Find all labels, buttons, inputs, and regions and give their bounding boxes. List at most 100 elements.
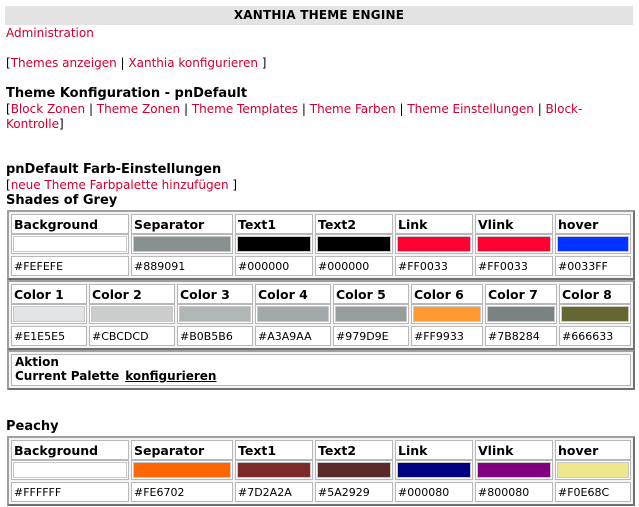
color-fill (477, 462, 551, 478)
color-swatch-separator (131, 460, 233, 480)
color-label-text2: Text2 (315, 440, 393, 460)
color-swatch-color-7 (485, 304, 557, 324)
color-swatch-background (11, 234, 129, 254)
color-hex-color-4: #A3A9AA (255, 326, 331, 346)
palette-grey-actions: Aktion Current Palette konfigurieren (7, 350, 635, 390)
color-fill (477, 236, 551, 252)
current-palette-label: Current Palette (15, 369, 120, 383)
block-kontrolle-link[interactable]: Block- (545, 102, 583, 116)
color-hex-separator: #FE6702 (131, 482, 233, 502)
color-fill (397, 462, 471, 478)
color-fill (561, 306, 629, 322)
color-label-hover: hover (555, 440, 631, 460)
color-hex-color-1: #E1E5E5 (11, 326, 87, 346)
administration-link[interactable]: Administration (6, 26, 94, 40)
xanthia-konfigurieren-link[interactable]: Xanthia konfigurieren (128, 56, 258, 70)
color-label-color-7: Color 7 (485, 284, 557, 304)
color-swatch-color-3 (177, 304, 253, 324)
theme-config-nav: [Block Zonen | Theme Zonen | Theme Templ… (6, 102, 583, 116)
theme-farben-link[interactable]: Theme Farben (309, 102, 396, 116)
color-label-background: Background (11, 440, 129, 460)
configure-palette-link[interactable]: konfigurieren (125, 369, 217, 383)
add-palette-nav: [neue Theme Farbpalette hinzufügen ] (6, 178, 238, 192)
color-swatch-color-6 (411, 304, 483, 324)
color-hex-color-6: #FF9933 (411, 326, 483, 346)
color-label-separator: Separator (131, 214, 233, 234)
color-swatch-hover (555, 234, 631, 254)
color-hex-vlink: #FF0033 (475, 256, 553, 276)
color-swatch-link (395, 234, 473, 254)
color-fill (487, 306, 555, 322)
color-fill (317, 462, 391, 478)
color-hex-vlink: #800080 (475, 482, 553, 502)
color-hex-color-7: #7B8284 (485, 326, 557, 346)
color-swatch-text2 (315, 460, 393, 480)
color-swatch-color-2 (89, 304, 175, 324)
color-hex-color-5: #979D9E (333, 326, 409, 346)
color-hex-background: #FEFEFE (11, 256, 129, 276)
top-nav: [Themes anzeigen | Xanthia konfigurieren… (6, 56, 267, 70)
color-swatch-separator (131, 234, 233, 254)
page-title: XANTHIA THEME ENGINE (5, 6, 633, 25)
color-label-text1: Text1 (235, 214, 313, 234)
themes-anzeigen-link[interactable]: Themes anzeigen (10, 56, 117, 70)
color-fill (179, 306, 251, 322)
color-fill (13, 306, 85, 322)
color-swatch-link (395, 460, 473, 480)
color-label-separator: Separator (131, 440, 233, 460)
color-fill (133, 462, 231, 478)
color-swatch-color-5 (333, 304, 409, 324)
color-fill (237, 462, 311, 478)
color-hex-hover: #F0E68C (555, 482, 631, 502)
theme-templates-link[interactable]: Theme Templates (191, 102, 299, 116)
block-kontrolle-link-cont[interactable]: Kontrolle (6, 117, 59, 131)
color-hex-color-3: #B0B5B6 (177, 326, 253, 346)
color-hex-background: #FFFFFF (11, 482, 129, 502)
palette-name: Shades of Grey (6, 193, 118, 208)
color-fill (257, 306, 329, 322)
color-fill (557, 462, 629, 478)
color-label-vlink: Vlink (475, 214, 553, 234)
color-fill (237, 236, 311, 252)
color-swatch-color-8 (559, 304, 631, 324)
color-fill (413, 306, 481, 322)
color-swatch-text2 (315, 234, 393, 254)
theme-zonen-link[interactable]: Theme Zonen (96, 102, 181, 116)
palette-name-peachy: Peachy (6, 419, 59, 434)
palette-grey-extra-colors: Color 1 #E1E5E5 Color 2 #CBCDCD Color 3 #B0B5… (7, 280, 635, 350)
color-label-color-8: Color 8 (559, 284, 631, 304)
theme-config-nav-wrap: Kontrolle] (6, 117, 64, 131)
color-label-color-6: Color 6 (411, 284, 483, 304)
color-fill (13, 462, 127, 478)
color-hex-text2: #5A2929 (315, 482, 393, 502)
color-hex-separator: #889091 (131, 256, 233, 276)
aktion-label: Aktion (15, 355, 59, 369)
color-hex-hover: #0033FF (555, 256, 631, 276)
color-fill (397, 236, 471, 252)
color-swatch-text1 (235, 460, 313, 480)
color-fill (557, 236, 629, 252)
color-fill (91, 306, 173, 322)
color-label-color-5: Color 5 (333, 284, 409, 304)
palette-grey-base-colors: Background #FEFEFE Separator #889091 Text1 #0… (7, 210, 635, 280)
palette-peachy-base-colors: Background #FFFFFF Separator #FE6702 Text1 #7… (7, 436, 635, 506)
color-hex-link: #FF0033 (395, 256, 473, 276)
color-hex-text1: #000000 (235, 256, 313, 276)
color-swatch-text1 (235, 234, 313, 254)
theme-einstellungen-link[interactable]: Theme Einstellungen (407, 102, 534, 116)
color-label-color-2: Color 2 (89, 284, 175, 304)
color-label-background: Background (11, 214, 129, 234)
color-label-color-4: Color 4 (255, 284, 331, 304)
color-hex-color-8: #666633 (559, 326, 631, 346)
color-hex-link: #000080 (395, 482, 473, 502)
color-fill (317, 236, 391, 252)
block-zonen-link[interactable]: Block Zonen (10, 102, 86, 116)
color-swatch-vlink (475, 234, 553, 254)
color-label-link: Link (395, 214, 473, 234)
color-label-vlink: Vlink (475, 440, 553, 460)
color-label-link: Link (395, 440, 473, 460)
color-label-text1: Text1 (235, 440, 313, 460)
add-palette-link[interactable]: neue Theme Farbpalette hinzufügen (10, 178, 229, 192)
color-label-text2: Text2 (315, 214, 393, 234)
color-label-hover: hover (555, 214, 631, 234)
